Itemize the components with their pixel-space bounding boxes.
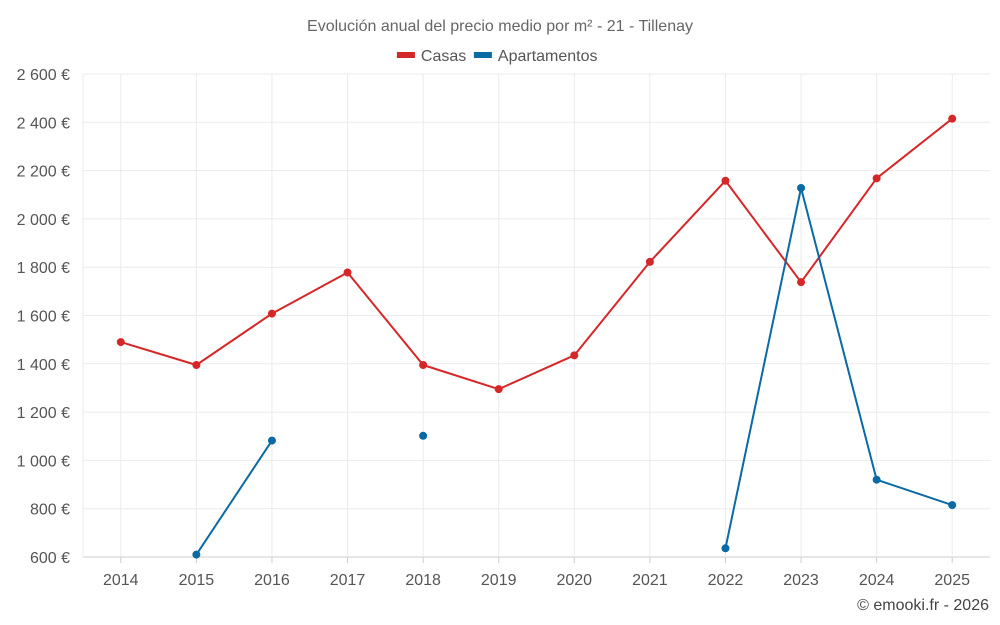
y-tick-label: 1 800 € — [17, 260, 70, 277]
y-tick-label: 1 200 € — [17, 405, 70, 422]
series-line-segment — [724, 187, 803, 549]
data-point[interactable] — [419, 431, 428, 440]
series-apartamentos — [192, 183, 957, 559]
x-tick-label: 2017 — [330, 572, 366, 589]
legend-swatch — [396, 52, 415, 58]
data-point[interactable] — [797, 278, 806, 287]
legend-label: Casas — [421, 48, 466, 65]
y-tick-label: 1 400 € — [17, 357, 70, 374]
data-point[interactable] — [645, 257, 654, 266]
legend-swatch — [473, 52, 492, 58]
legend: Casas Apartamentos — [396, 48, 598, 65]
data-point[interactable] — [570, 351, 579, 360]
series-line-segment — [422, 364, 500, 391]
series-line-segment — [649, 180, 727, 263]
x-tick-label: 2014 — [103, 572, 139, 589]
series-group — [116, 114, 957, 559]
data-point[interactable] — [494, 385, 503, 394]
series-line-segment — [724, 180, 802, 283]
x-tick-label: 2018 — [405, 572, 441, 589]
y-axis: 600 € 800 € 1 000 € 1 200 € 1 400 € 1 600 € 1 … — [17, 67, 70, 567]
series-line-segment — [876, 117, 953, 180]
x-tick-label: 2024 — [859, 572, 895, 589]
series-line-segment — [346, 271, 424, 366]
data-point[interactable] — [872, 174, 881, 183]
y-tick-label: 2 600 € — [17, 67, 70, 84]
data-point[interactable] — [192, 550, 201, 559]
series-line-segment — [271, 271, 349, 315]
data-point[interactable] — [343, 268, 352, 277]
y-tick-label: 1 600 € — [17, 309, 70, 326]
series-line-segment — [800, 177, 878, 283]
x-axis: 2014 2015 2016 2017 2018 2019 2020 2021 2022 2023… — [103, 557, 970, 589]
y-tick-label: 800 € — [30, 502, 70, 519]
x-tick-label: 2019 — [481, 572, 517, 589]
series-casas — [116, 114, 957, 394]
legend-item-apartamentos[interactable]: Apartamentos — [473, 48, 598, 65]
series-line-segment — [120, 341, 197, 366]
data-point[interactable] — [192, 361, 201, 370]
data-point[interactable] — [721, 176, 730, 185]
data-point[interactable] — [872, 475, 881, 484]
x-tick-label: 2016 — [254, 572, 290, 589]
data-point[interactable] — [116, 338, 125, 347]
series-line-segment — [876, 478, 953, 507]
data-point[interactable] — [797, 183, 806, 192]
x-tick-label: 2025 — [934, 572, 970, 589]
data-point[interactable] — [267, 436, 276, 445]
y-tick-label: 2 200 € — [17, 164, 70, 181]
series-line-segment — [800, 187, 878, 480]
data-point[interactable] — [721, 544, 730, 553]
legend-label: Apartamentos — [498, 48, 598, 65]
x-tick-label: 2020 — [556, 572, 592, 589]
footer-credit: © emooki.fr - 2026 — [857, 597, 989, 614]
series-line-segment — [195, 312, 273, 366]
x-tick-label: 2023 — [783, 572, 819, 589]
legend-item-casas[interactable]: Casas — [396, 48, 466, 65]
x-tick-label: 2015 — [179, 572, 215, 589]
data-point[interactable] — [948, 501, 957, 510]
y-tick-label: 2 000 € — [17, 212, 70, 229]
data-point[interactable] — [948, 114, 957, 123]
data-point[interactable] — [419, 361, 428, 370]
series-line-segment — [498, 354, 575, 391]
series-line-segment — [195, 440, 273, 556]
y-tick-label: 1 000 € — [17, 453, 70, 470]
series-line-segment — [573, 261, 651, 356]
y-tick-label: 2 400 € — [17, 115, 70, 132]
chart-title: Evolución anual del precio medio por m² … — [307, 18, 693, 35]
grid — [82, 73, 990, 558]
y-tick-label: 600 € — [30, 550, 70, 567]
x-tick-label: 2022 — [708, 572, 744, 589]
x-tick-label: 2021 — [632, 572, 668, 589]
data-point[interactable] — [267, 309, 276, 318]
